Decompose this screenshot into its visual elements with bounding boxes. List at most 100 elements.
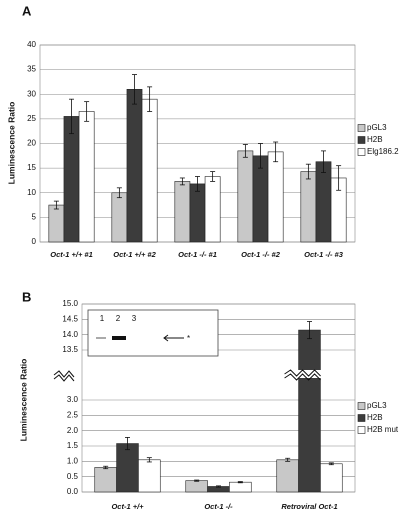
bar bbox=[298, 329, 321, 493]
y-tick-label: 0.0 bbox=[67, 487, 79, 496]
panel-label: A bbox=[22, 3, 32, 18]
error-bar bbox=[242, 144, 248, 158]
legend-label: pGL3 bbox=[367, 123, 387, 132]
y-tick-label: 0 bbox=[32, 237, 37, 246]
bar bbox=[252, 155, 269, 243]
legend-swatch bbox=[357, 402, 366, 410]
y-tick-label: 3.0 bbox=[67, 395, 79, 404]
x-tick-label: Oct-1 -/- #2 bbox=[241, 250, 281, 259]
y-tick-label: 15 bbox=[27, 163, 36, 172]
y-tick-label: 20 bbox=[27, 139, 36, 148]
inset-lane-label: 3 bbox=[132, 314, 137, 323]
error-bar bbox=[69, 98, 74, 135]
y-tick-label: 5 bbox=[32, 212, 37, 221]
x-tick-label: Oct-1 +/+ bbox=[111, 502, 144, 511]
legend-swatch bbox=[357, 426, 366, 434]
gel-band bbox=[96, 337, 106, 339]
error-bar bbox=[53, 200, 59, 210]
error-bar bbox=[194, 479, 200, 482]
axis-break bbox=[284, 370, 335, 378]
error-bar bbox=[116, 187, 122, 199]
bar bbox=[267, 151, 284, 243]
bar bbox=[229, 481, 252, 493]
y-tick-label: 15.0 bbox=[62, 299, 78, 308]
bar bbox=[126, 89, 143, 243]
bar bbox=[185, 480, 208, 493]
inset-gel bbox=[87, 309, 219, 357]
inset-marker: * bbox=[187, 334, 190, 343]
bar bbox=[320, 463, 343, 493]
x-tick-label: Retroviral Oct-1 bbox=[281, 502, 337, 511]
legend-label: H2B bbox=[367, 135, 383, 144]
axis-break bbox=[53, 370, 75, 382]
error-bar bbox=[132, 74, 137, 105]
bar bbox=[94, 467, 117, 493]
error-bar bbox=[285, 457, 291, 462]
error-bar bbox=[307, 321, 312, 340]
legend-swatch bbox=[357, 136, 366, 144]
x-tick-label: Oct-1 -/- bbox=[204, 502, 233, 511]
panel-label: B bbox=[22, 289, 31, 304]
legend-swatch bbox=[357, 124, 366, 132]
error-bar bbox=[103, 465, 109, 470]
error-bar bbox=[146, 457, 152, 463]
inset-lane-label: 1 bbox=[100, 314, 105, 323]
axis-break bbox=[284, 369, 321, 381]
y-tick-label: 40 bbox=[27, 40, 36, 49]
legend-label: H2B bbox=[367, 413, 383, 422]
legend-label: Elg186.2 bbox=[367, 147, 399, 156]
y-tick-label: 0.5 bbox=[67, 472, 79, 481]
bar bbox=[111, 192, 128, 243]
bar bbox=[116, 443, 139, 493]
y-tick-label: 13.5 bbox=[62, 345, 78, 354]
bar bbox=[276, 459, 299, 493]
x-tick-label: Oct-1 -/- #1 bbox=[178, 250, 217, 259]
legend-label: H2B mut bbox=[367, 425, 399, 434]
bar bbox=[138, 459, 161, 493]
y-tick-label: 1.5 bbox=[67, 441, 79, 450]
bar bbox=[48, 204, 65, 243]
y-tick-label: 30 bbox=[27, 89, 36, 98]
y-tick-label: 14.5 bbox=[62, 314, 78, 323]
bar bbox=[78, 111, 95, 243]
error-bar bbox=[147, 86, 153, 112]
error-bar bbox=[305, 163, 311, 180]
y-tick-label: 2.0 bbox=[67, 426, 79, 435]
gel-band bbox=[112, 336, 126, 340]
error-bar bbox=[210, 171, 216, 182]
error-bar bbox=[237, 481, 243, 484]
error-bar bbox=[84, 101, 90, 122]
bar bbox=[237, 150, 254, 243]
bar bbox=[204, 176, 221, 243]
bar bbox=[141, 98, 158, 243]
inset-lane-label: 2 bbox=[116, 314, 121, 323]
y-axis-title: Luminescence Ratio bbox=[18, 359, 28, 442]
y-tick-label: 1.0 bbox=[67, 456, 79, 465]
bar bbox=[315, 161, 332, 243]
error-bar bbox=[328, 462, 334, 466]
bar bbox=[189, 183, 206, 243]
legend-swatch bbox=[357, 414, 366, 422]
y-tick-label: 2.5 bbox=[67, 410, 79, 419]
legend-swatch bbox=[357, 148, 366, 156]
arrow bbox=[163, 334, 184, 342]
y-tick-label: 25 bbox=[27, 114, 36, 123]
error-bar bbox=[216, 485, 221, 488]
bar bbox=[63, 116, 80, 243]
error-bar bbox=[321, 150, 326, 173]
error-bar bbox=[179, 177, 185, 186]
error-bar bbox=[258, 143, 263, 169]
error-bar bbox=[125, 437, 130, 451]
y-axis-title: Luminescence Ratio bbox=[6, 102, 16, 185]
bar bbox=[300, 171, 317, 243]
y-tick-label: 10 bbox=[27, 188, 36, 197]
legend-label: pGL3 bbox=[367, 401, 387, 410]
y-tick-label: 35 bbox=[27, 65, 36, 74]
bar bbox=[174, 181, 191, 243]
error-bar bbox=[273, 141, 279, 163]
x-tick-label: Oct-1 +/+ #2 bbox=[113, 250, 156, 259]
error-bar bbox=[195, 176, 200, 192]
error-bar bbox=[336, 165, 342, 191]
x-tick-label: Oct-1 +/+ #1 bbox=[50, 250, 93, 259]
